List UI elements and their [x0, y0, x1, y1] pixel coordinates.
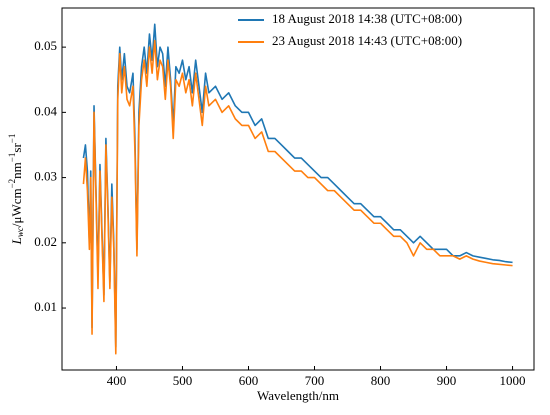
y-tick-label: 0.02 — [34, 234, 57, 249]
y-axis-label: Lwc/μWcm−2nm−1sr−1 — [7, 134, 25, 246]
y-label-part: −1 — [7, 134, 17, 144]
y-label-part: nm — [9, 162, 24, 179]
y-label-part: −1 — [7, 153, 17, 163]
plot-frame — [61, 7, 535, 371]
x-tick-label: 600 — [239, 373, 259, 388]
y-tick-label: 0.01 — [34, 299, 57, 314]
legend-label: 23 August 2018 14:43 (UTC+08:00) — [272, 33, 462, 48]
x-axis-label: Wavelength/nm — [257, 388, 339, 403]
y-label-part: wc — [15, 227, 25, 237]
y-tick-label: 0.05 — [34, 38, 57, 53]
x-tick-label: 500 — [173, 373, 193, 388]
y-tick-label: 0.04 — [34, 103, 57, 118]
y-tick-label: 0.03 — [34, 169, 57, 184]
data-line — [82, 39, 513, 355]
y-label-part: −2 — [7, 179, 17, 189]
y-label-part: L — [9, 237, 24, 245]
x-tick-label: 700 — [305, 373, 325, 388]
legend-label: 18 August 2018 14:38 (UTC+08:00) — [272, 11, 462, 26]
x-tick-label: 800 — [371, 373, 391, 388]
y-label-part: sr — [9, 143, 24, 153]
x-tick-label: 900 — [437, 373, 457, 388]
x-tick-label: 400 — [107, 373, 127, 388]
x-tick-label: 1000 — [500, 373, 526, 388]
y-label-part: /μWcm — [9, 188, 24, 227]
